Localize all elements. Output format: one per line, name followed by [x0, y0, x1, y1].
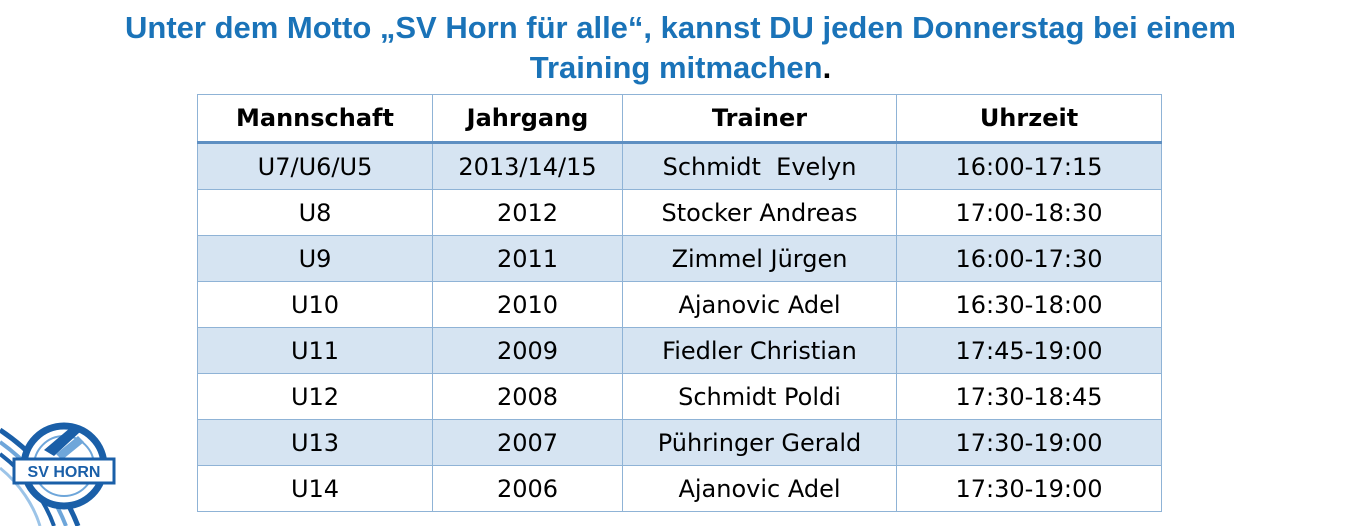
- cell-mannschaft: U11: [197, 327, 433, 374]
- cell-uhrzeit: 16:00-17:30: [896, 235, 1162, 282]
- cell-trainer: Schmidt Poldi: [622, 373, 897, 420]
- club-crest-icon: SV HORN: [0, 410, 130, 527]
- cell-trainer: Ajanovic Adel: [622, 465, 897, 512]
- cell-uhrzeit: 17:30-19:00: [896, 465, 1162, 512]
- table-row: U14 2006 Ajanovic Adel 17:30-19:00: [197, 465, 1162, 512]
- cell-jahrgang: 2007: [432, 419, 623, 466]
- cell-uhrzeit: 16:30-18:00: [896, 281, 1162, 328]
- training-schedule-table: Mannschaft Jahrgang Trainer Uhrzeit U7/U…: [197, 94, 1162, 512]
- table-row: U9 2011 Zimmel Jürgen 16:00-17:30: [197, 235, 1162, 282]
- cell-jahrgang: 2012: [432, 189, 623, 236]
- cell-trainer: Pühringer Gerald: [622, 419, 897, 466]
- headline-line-1: Unter dem Motto „SV Horn für alle“, kann…: [125, 10, 1236, 45]
- cell-jahrgang: 2008: [432, 373, 623, 420]
- header-uhrzeit: Uhrzeit: [896, 94, 1162, 144]
- cell-uhrzeit: 16:00-17:15: [896, 142, 1162, 190]
- cell-trainer: Fiedler Christian: [622, 327, 897, 374]
- cell-uhrzeit: 17:00-18:30: [896, 189, 1162, 236]
- cell-trainer: Zimmel Jürgen: [622, 235, 897, 282]
- table-row: U7/U6/U5 2013/14/15 Schmidt Evelyn 16:00…: [197, 142, 1162, 190]
- cell-mannschaft: U13: [197, 419, 433, 466]
- cell-mannschaft: U12: [197, 373, 433, 420]
- headline-line-2: Training mitmachen: [529, 50, 823, 85]
- cell-mannschaft: U8: [197, 189, 433, 236]
- table-row: U13 2007 Pühringer Gerald 17:30-19:00: [197, 419, 1162, 466]
- table-row: U11 2009 Fiedler Christian 17:45-19:00: [197, 327, 1162, 374]
- table-header-row: Mannschaft Jahrgang Trainer Uhrzeit: [197, 94, 1162, 144]
- cell-jahrgang: 2011: [432, 235, 623, 282]
- table-row: U12 2008 Schmidt Poldi 17:30-18:45: [197, 373, 1162, 420]
- cell-mannschaft: U9: [197, 235, 433, 282]
- header-mannschaft: Mannschaft: [197, 94, 433, 144]
- cell-jahrgang: 2010: [432, 281, 623, 328]
- header-trainer: Trainer: [622, 94, 897, 144]
- cell-uhrzeit: 17:30-18:45: [896, 373, 1162, 420]
- cell-jahrgang: 2006: [432, 465, 623, 512]
- cell-trainer: Stocker Andreas: [622, 189, 897, 236]
- cell-uhrzeit: 17:30-19:00: [896, 419, 1162, 466]
- cell-mannschaft: U7/U6/U5: [197, 142, 433, 190]
- crest-banner-text: SV HORN: [28, 464, 101, 481]
- cell-uhrzeit: 17:45-19:00: [896, 327, 1162, 374]
- table-row: U10 2010 Ajanovic Adel 16:30-18:00: [197, 281, 1162, 328]
- cell-jahrgang: 2009: [432, 327, 623, 374]
- cell-mannschaft: U10: [197, 281, 433, 328]
- headline-period: .: [822, 50, 832, 85]
- header-jahrgang: Jahrgang: [432, 94, 623, 144]
- headline: Unter dem Motto „SV Horn für alle“, kann…: [0, 8, 1361, 88]
- cell-trainer: Ajanovic Adel: [622, 281, 897, 328]
- cell-mannschaft: U14: [197, 465, 433, 512]
- table-row: U8 2012 Stocker Andreas 17:00-18:30: [197, 189, 1162, 236]
- cell-trainer: Schmidt Evelyn: [622, 142, 897, 190]
- cell-jahrgang: 2013/14/15: [432, 142, 623, 190]
